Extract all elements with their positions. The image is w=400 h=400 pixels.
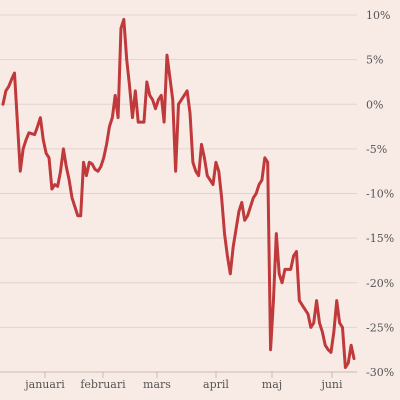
y-tick-label: -30% [366, 366, 394, 379]
y-tick-label: 10% [366, 9, 390, 22]
y-tick-label: 5% [366, 54, 383, 67]
y-tick-label: -25% [366, 321, 394, 334]
y-tick-label: -15% [366, 232, 394, 245]
x-tick-label: februari [80, 378, 126, 391]
x-tick-label: januari [23, 378, 65, 391]
x-tick-label: april [203, 378, 229, 391]
series-line [1, 17, 356, 370]
axes [0, 371, 357, 378]
y-tick-label: -20% [366, 277, 394, 290]
y-tick-labels: 10% 5% 0% -5% -10% -15% -20% -25% -30% [366, 9, 394, 379]
x-tick-label: juni [319, 378, 343, 391]
y-tick-label: -5% [366, 143, 387, 156]
x-tick-labels: januari februari mars april maj juni [23, 378, 343, 391]
x-tick-label: mars [143, 378, 171, 391]
y-tick-label: -10% [366, 188, 394, 201]
series-lines [1, 17, 356, 370]
x-tick-label: maj [262, 378, 282, 391]
y-tick-label: 0% [366, 98, 383, 111]
